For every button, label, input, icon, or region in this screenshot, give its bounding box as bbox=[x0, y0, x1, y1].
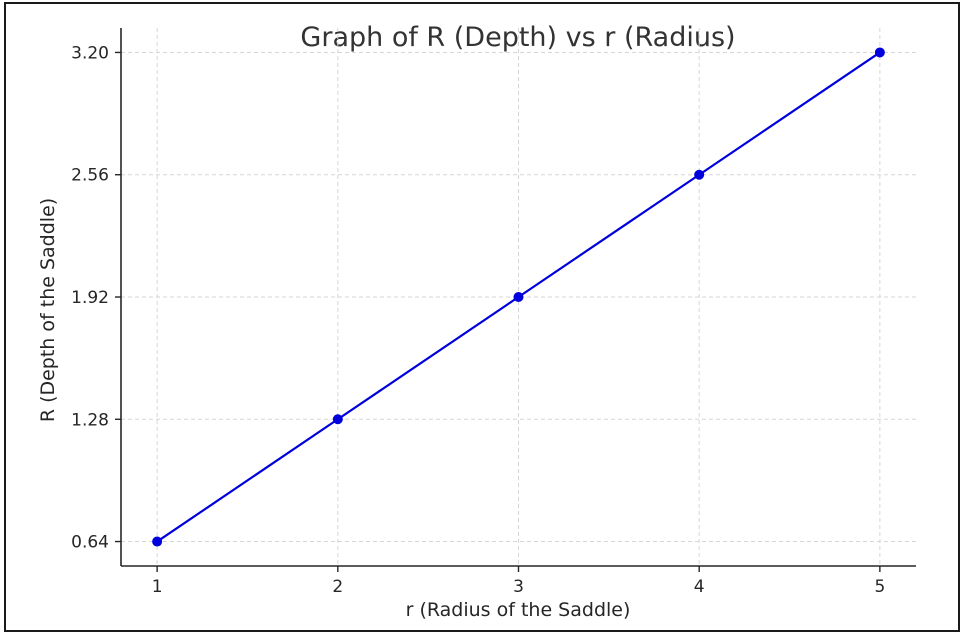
series bbox=[152, 47, 885, 547]
data-point bbox=[152, 536, 163, 547]
x-tick-label: 3 bbox=[513, 577, 524, 597]
x-ticks: 1 2 3 4 5 bbox=[152, 566, 885, 597]
data-point bbox=[332, 414, 343, 425]
data-point bbox=[874, 47, 885, 58]
y-tick-label: 3.20 bbox=[71, 43, 109, 63]
y-ticks: 0.64 1.28 1.92 2.56 3.20 bbox=[71, 43, 121, 553]
data-point bbox=[513, 292, 524, 302]
y-tick-label: 1.28 bbox=[71, 410, 109, 430]
y-tick-label: 1.92 bbox=[71, 288, 109, 308]
data-point bbox=[694, 169, 705, 180]
y-tick-label: 0.64 bbox=[71, 533, 109, 553]
y-tick-label: 2.56 bbox=[71, 166, 109, 186]
x-tick-label: 4 bbox=[694, 577, 705, 597]
y-axis-label: R (Depth of the Saddle) bbox=[37, 198, 59, 422]
x-axis-label: r (Radius of the Saddle) bbox=[406, 599, 631, 621]
x-tick-label: 2 bbox=[332, 577, 343, 597]
x-tick-label: 1 bbox=[152, 577, 163, 597]
x-tick-label: 5 bbox=[874, 577, 885, 597]
